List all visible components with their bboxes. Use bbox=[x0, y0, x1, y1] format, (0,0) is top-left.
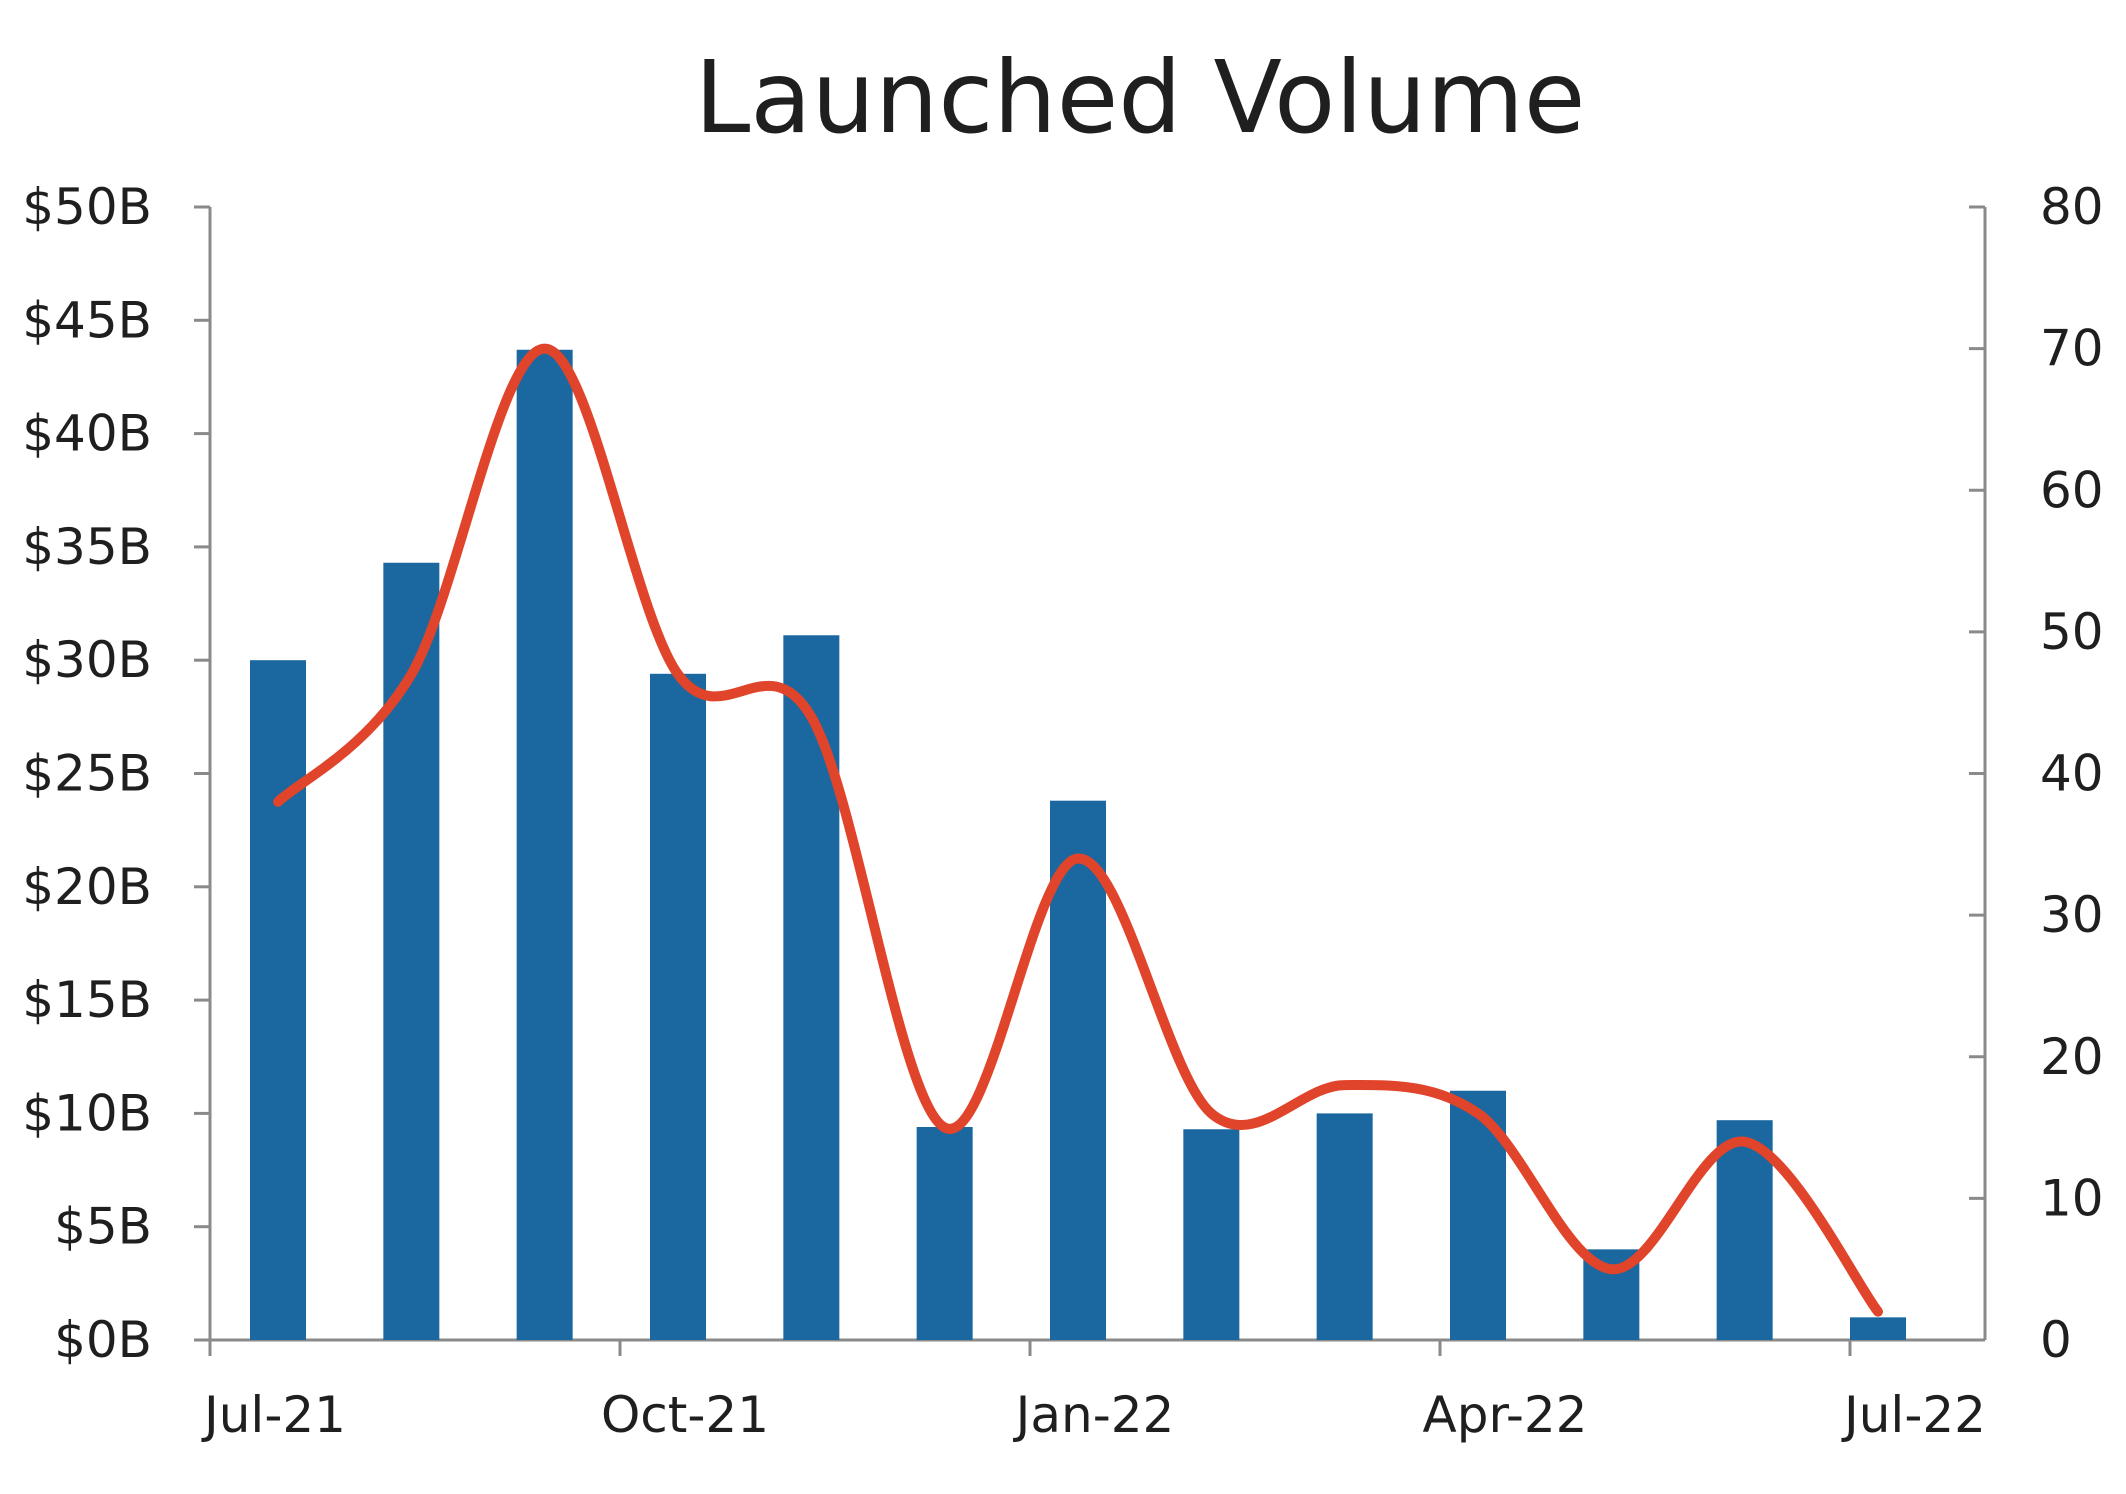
left-axis-tick-label: $45B bbox=[22, 291, 152, 349]
bar-sep-21 bbox=[516, 349, 573, 1340]
x-axis-tick-label: Jan-22 bbox=[1013, 1386, 1175, 1444]
right-axis-tick-label: 80 bbox=[2040, 178, 2104, 236]
right-axis-tick-label: 60 bbox=[2040, 461, 2104, 519]
left-axis-tick-label: $30B bbox=[22, 631, 152, 689]
bar-dec-21 bbox=[916, 1126, 973, 1340]
bar-nov-21 bbox=[783, 635, 840, 1340]
line-point-jul-22 bbox=[1876, 1309, 1880, 1314]
line-point-jul-21 bbox=[276, 799, 280, 804]
line-point-oct-21 bbox=[676, 672, 680, 677]
right-axis-tick-label: 40 bbox=[2040, 745, 2104, 803]
left-axis-tick-label: $10B bbox=[22, 1084, 152, 1142]
line-point-mar-22 bbox=[1342, 1083, 1347, 1088]
line-point-aug-21 bbox=[409, 672, 414, 677]
chart-title: Launched Volume bbox=[695, 39, 1586, 156]
right-axis-tick-label: 20 bbox=[2040, 1028, 2104, 1086]
right-axis-tick-label: 70 bbox=[2040, 320, 2104, 378]
x-axis-tick-label: Apr-22 bbox=[1423, 1386, 1588, 1444]
x-axis-tick-label: Jul-21 bbox=[201, 1386, 346, 1444]
line-point-feb-22 bbox=[1209, 1111, 1214, 1116]
bar-mar-22 bbox=[1316, 1113, 1373, 1340]
line-point-apr-22 bbox=[1476, 1111, 1480, 1116]
x-axis-tick-label: Jul-22 bbox=[1841, 1386, 1986, 1444]
left-axis-tick-label: $25B bbox=[22, 745, 152, 803]
bar-jan-22 bbox=[1050, 800, 1106, 1340]
bar-series bbox=[250, 349, 1906, 1340]
left-axis-tick-label: $0B bbox=[54, 1311, 152, 1369]
bar-oct-21 bbox=[650, 673, 706, 1340]
right-axis-tick-label: 30 bbox=[2040, 886, 2104, 944]
line-point-may-22 bbox=[1609, 1267, 1614, 1272]
line-point-sep-21 bbox=[542, 346, 547, 351]
line-point-nov-21 bbox=[809, 714, 814, 719]
left-axis-tick-label: $15B bbox=[22, 971, 152, 1029]
right-axis-tick-label: 0 bbox=[2040, 1311, 2072, 1369]
bar-jul-21 bbox=[250, 660, 306, 1340]
bar-jul-22 bbox=[1850, 1317, 1906, 1340]
x-axis-tick-label: Oct-21 bbox=[601, 1386, 769, 1444]
line-point-dec-21 bbox=[942, 1125, 947, 1130]
bar-feb-22 bbox=[1183, 1129, 1240, 1340]
tick-labels: $0B $5B $10B $15B $20B $25B $30B $35B $40B $45B $5… bbox=[22, 178, 2103, 1444]
left-axis-tick-label: $5B bbox=[54, 1198, 152, 1256]
left-axis-tick-label: $50B bbox=[22, 178, 152, 236]
line-point-jan-22 bbox=[1076, 856, 1080, 861]
line-point-jun-22 bbox=[1742, 1139, 1747, 1144]
left-axis-tick-label: $40B bbox=[22, 405, 152, 463]
left-axis-tick-label: $20B bbox=[22, 858, 152, 916]
left-axis-tick-label: $35B bbox=[22, 518, 152, 576]
right-axis-tick-label: 50 bbox=[2040, 603, 2104, 661]
bar-aug-21 bbox=[383, 562, 440, 1340]
right-axis-tick-label: 10 bbox=[2040, 1169, 2104, 1227]
line-series bbox=[273, 343, 1883, 1317]
